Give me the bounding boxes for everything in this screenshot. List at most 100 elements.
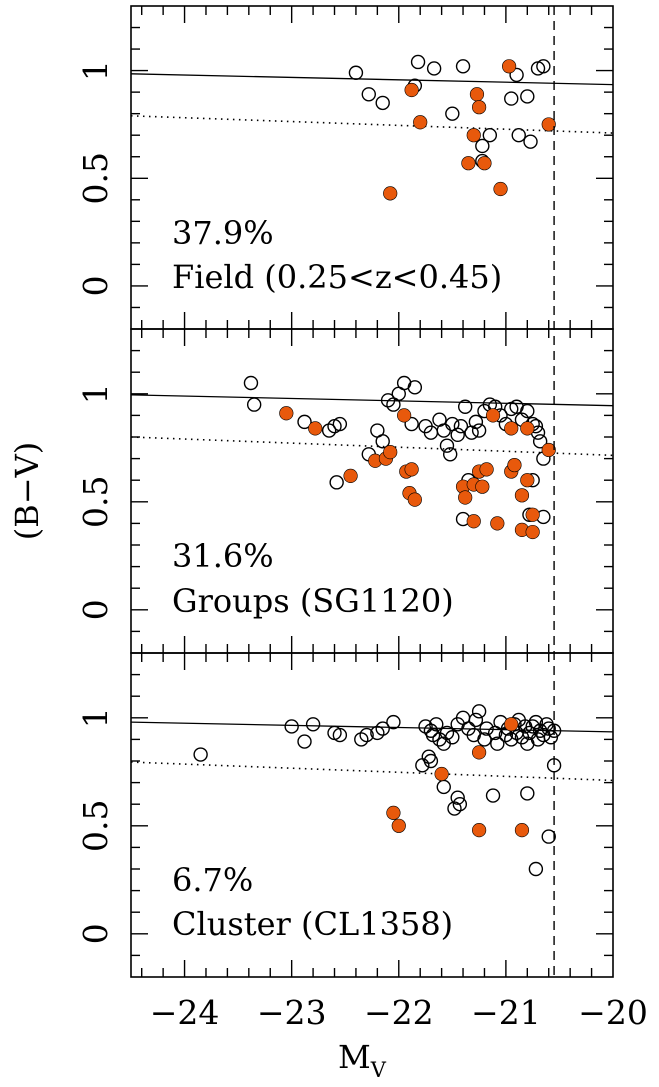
open-point-cluster (375, 721, 390, 736)
open-point-field (445, 106, 460, 121)
open-point-groups (457, 399, 473, 414)
open-point-groups (321, 423, 337, 438)
open-point-field (504, 91, 519, 106)
open-point-groups (329, 475, 344, 490)
filled-point-field (477, 156, 492, 171)
open-point-cluster (359, 727, 374, 743)
filled-point-cluster (514, 823, 530, 838)
open-point-groups (297, 414, 312, 430)
open-point-groups (439, 438, 455, 453)
filled-point-field (404, 82, 419, 98)
panel-groups: 00.51 (76, 329, 614, 653)
open-point-groups (468, 414, 484, 430)
blue-cut-line-cluster (130, 761, 614, 782)
filled-point-field (383, 186, 398, 201)
open-point-cluster (386, 714, 401, 730)
open-point-cluster (370, 725, 385, 741)
y-tick-label-groups: 0 (76, 599, 115, 620)
filled-point-groups (507, 457, 522, 473)
open-point-groups (246, 397, 262, 412)
open-point-cluster (546, 723, 562, 738)
filled-point-groups (520, 473, 535, 488)
filled-point-cluster (386, 805, 401, 820)
filled-point-field (413, 115, 428, 130)
filled-point-groups (490, 516, 505, 531)
y-tick-label-cluster: 1 (76, 707, 115, 728)
open-point-cluster (479, 721, 494, 736)
percent-label-groups: 31.6% (172, 537, 274, 575)
open-point-field (475, 138, 490, 154)
y-tick-label-cluster: 0 (76, 923, 115, 944)
open-point-groups (532, 434, 548, 449)
open-point-groups (442, 447, 458, 462)
filled-point-groups (404, 462, 419, 477)
filled-point-groups (458, 490, 473, 505)
y-tick-label-groups: 0.5 (76, 476, 115, 528)
open-point-cluster (354, 732, 369, 747)
filled-point-cluster (391, 818, 406, 833)
open-point-field (361, 87, 376, 102)
filled-point-groups (485, 408, 501, 423)
filled-point-cluster (472, 823, 487, 838)
open-point-cluster (436, 779, 451, 795)
open-point-cluster (429, 717, 444, 732)
open-point-field (410, 54, 426, 70)
open-point-groups (407, 380, 423, 395)
open-point-cluster (477, 732, 492, 747)
panel-frame-cluster (130, 652, 614, 978)
panel-cluster: 00.51 (76, 653, 614, 977)
red-sequence-fit-groups (130, 394, 614, 407)
y-tick-label-field: 1 (76, 60, 115, 81)
open-point-groups (471, 423, 487, 438)
filled-point-groups (308, 421, 323, 436)
y-tick-label-cluster: 0.5 (76, 800, 115, 852)
filled-point-groups (383, 445, 398, 460)
filled-point-field (472, 100, 487, 115)
filled-point-field (493, 181, 508, 197)
open-point-field (509, 67, 524, 83)
filled-point-groups (407, 492, 422, 507)
x-axis-title-subscript: V (370, 1058, 387, 1082)
open-point-groups (520, 403, 535, 419)
filled-point-groups (343, 468, 358, 483)
sample-label-field: Field (0.25<z<0.45) (172, 258, 502, 296)
y-tick-label-field: 0.5 (76, 152, 115, 204)
open-point-cluster (490, 736, 505, 751)
filled-point-cluster (472, 745, 487, 760)
open-point-groups (436, 423, 451, 438)
open-point-groups (243, 375, 259, 391)
open-point-cluster (305, 717, 321, 732)
open-point-cluster (520, 786, 535, 801)
filled-point-groups (525, 524, 540, 540)
open-point-cluster (471, 704, 487, 719)
percent-label-field: 37.9% (172, 214, 274, 252)
open-point-cluster (452, 797, 468, 812)
y-tick-label-field: 0 (76, 275, 115, 296)
open-point-field (348, 65, 364, 80)
open-point-cluster (193, 747, 208, 762)
y-axis-title: (B−V) (8, 442, 46, 540)
panel-field: 00.51 (76, 6, 614, 329)
filled-point-field (502, 59, 517, 74)
open-point-field (455, 59, 471, 74)
open-point-groups (404, 416, 419, 432)
filled-point-field (466, 128, 481, 143)
x-tick-label: −21 (471, 993, 541, 1032)
open-point-field (523, 134, 538, 149)
filled-point-groups (397, 408, 412, 423)
x-tick-labels: −24 −23 −22 −21 −20 (150, 993, 648, 1032)
open-point-cluster (528, 861, 544, 877)
y-tick-label-groups: 1 (76, 383, 115, 404)
filled-point-groups (514, 488, 530, 503)
x-axis-title-main: M (338, 1038, 371, 1076)
x-tick-label: −20 (578, 993, 648, 1032)
filled-point-cluster (504, 717, 519, 732)
open-point-cluster (445, 730, 460, 745)
filled-point-groups (525, 507, 540, 522)
open-point-field (511, 127, 526, 143)
x-tick-label: −23 (257, 993, 327, 1032)
sample-label-cluster: Cluster (CL1358) (172, 905, 453, 943)
blue-cut-line-groups (130, 436, 614, 457)
red-sequence-fit-cluster (130, 721, 614, 733)
